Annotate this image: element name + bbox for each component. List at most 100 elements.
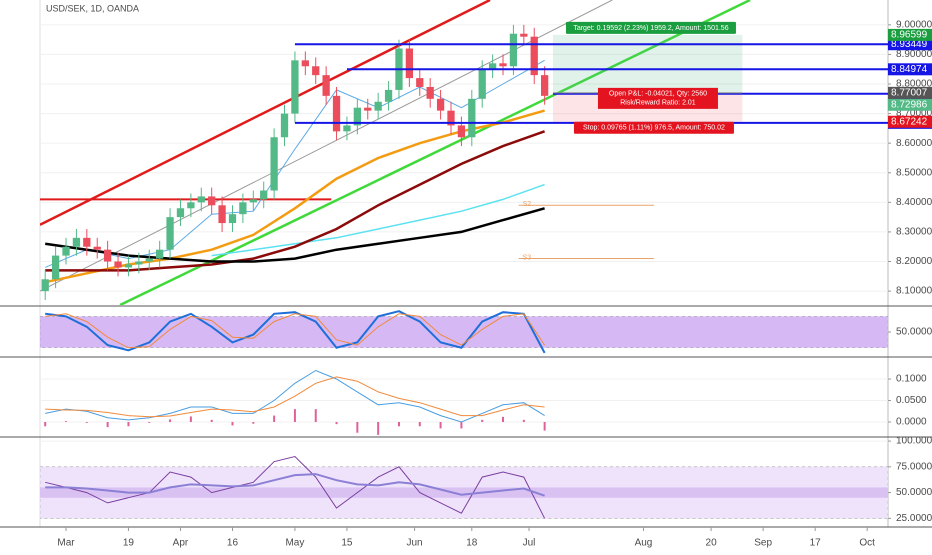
candle-body <box>145 258 153 262</box>
candle-body <box>135 261 143 265</box>
candle-body <box>384 89 393 102</box>
candle-body <box>103 249 112 262</box>
candle-body <box>51 255 60 280</box>
y-tick-label: 8.80000 <box>896 79 932 90</box>
candle-body <box>457 125 466 138</box>
histogram-bar <box>44 421 47 427</box>
y-tick-label: 8.60000 <box>896 138 932 149</box>
band <box>40 316 888 348</box>
candle-body <box>540 75 549 96</box>
candle-body <box>72 237 81 247</box>
y-tick-label: 8.30000 <box>896 227 932 238</box>
y-tick-label: 75.0000 <box>896 461 932 472</box>
indicator-line <box>45 376 545 418</box>
candle-body <box>364 107 372 111</box>
pivot-label: S3 <box>523 254 532 261</box>
x-tick-label: Apr <box>173 538 189 549</box>
histogram-bar <box>252 421 255 424</box>
histogram-bar <box>169 419 172 422</box>
histogram-bar <box>439 421 442 429</box>
x-tick-label: 20 <box>706 538 718 549</box>
candle-body <box>197 196 205 203</box>
position-price-label-box <box>888 86 932 99</box>
chart-title: USD/SEK, 1D, OANDA <box>46 3 139 13</box>
histogram-bar <box>231 421 234 426</box>
indicator-line <box>45 473 545 497</box>
candle-body <box>270 137 278 191</box>
histogram-bar <box>335 421 338 425</box>
histogram-bar <box>314 409 317 422</box>
histogram-bar <box>85 421 88 423</box>
position-price-label-box <box>888 115 932 128</box>
y-tick-label: 100.0000 <box>896 436 932 447</box>
histogram-bar <box>356 421 359 433</box>
x-tick-label: 15 <box>341 538 353 549</box>
price-label: 8.84974 <box>891 64 928 75</box>
y-tick-label: 0.1000 <box>896 374 927 385</box>
position-price-label: 8.96599 <box>891 30 928 41</box>
x-tick-label: Jun <box>407 538 423 549</box>
histogram-bar <box>522 419 525 422</box>
candle-body <box>499 63 507 67</box>
histogram-bar <box>127 421 130 427</box>
position-price-label-box <box>888 28 932 41</box>
candle-body <box>249 199 257 203</box>
y-tick-label: 8.40000 <box>896 197 932 208</box>
price-label-box <box>888 38 932 51</box>
candle-body <box>124 264 133 268</box>
x-tick-label: 18 <box>466 538 478 549</box>
x-tick-label: Oct <box>859 538 875 549</box>
price-label: 8.93449 <box>891 39 928 50</box>
x-tick-label: Sep <box>754 538 772 549</box>
histogram-bar <box>377 421 380 435</box>
x-tick-label: May <box>285 538 304 549</box>
candle-body <box>488 63 497 70</box>
y-tick-label: 8.50000 <box>896 167 932 178</box>
histogram-bar <box>460 421 463 429</box>
histogram-bar <box>148 421 151 423</box>
position-price-label: 8.77007 <box>891 88 928 99</box>
candle-body <box>156 249 164 259</box>
candle-body <box>322 75 330 96</box>
candle-body <box>93 246 101 250</box>
candle-body <box>509 33 518 67</box>
candle-body <box>176 208 185 218</box>
target-label-box <box>565 21 736 34</box>
position-price-label: 8.67242 <box>891 116 928 127</box>
candle-body <box>62 246 70 256</box>
pane <box>40 369 888 435</box>
histogram-bar <box>418 421 421 427</box>
indicator-line <box>45 310 546 354</box>
target-label: Target: 0.19592 (2.23%) 1959.2, Amount: … <box>573 25 728 32</box>
candle-body <box>291 60 299 114</box>
y-tick-label: 0.0000 <box>896 417 927 428</box>
y-tick-label: 25.0000 <box>896 513 932 524</box>
candle-body <box>332 95 341 132</box>
candle-body <box>478 69 486 99</box>
candle-body <box>312 66 320 76</box>
indicator-line <box>45 455 546 519</box>
stop-label: Stop: 0.09765 (1.11%) 976.5, Amount: 750… <box>583 125 725 132</box>
candle-body <box>436 98 445 111</box>
price-label: 8.72986 <box>891 99 928 110</box>
x-tick-label: Aug <box>635 538 653 549</box>
histogram-bar <box>65 421 68 422</box>
pane: S2 S3 <box>40 0 888 305</box>
candle-body <box>374 101 382 111</box>
histogram-bar <box>273 415 276 422</box>
indicator-line <box>45 369 545 423</box>
histogram-bar <box>481 419 484 422</box>
inner-band <box>40 487 888 498</box>
candle-body <box>83 237 91 247</box>
histogram-bar <box>502 416 505 422</box>
y-tick-label: 8.20000 <box>896 256 932 267</box>
candle-body <box>353 107 361 126</box>
y-tick-label: 8.90000 <box>896 49 932 60</box>
histogram-bar <box>543 421 546 431</box>
candle-body <box>114 261 122 268</box>
histogram-bar <box>106 421 109 428</box>
histogram-bar <box>293 409 296 422</box>
y-tick-label: 50.0000 <box>896 487 932 498</box>
pnl-box <box>597 87 718 109</box>
pane <box>40 310 888 354</box>
